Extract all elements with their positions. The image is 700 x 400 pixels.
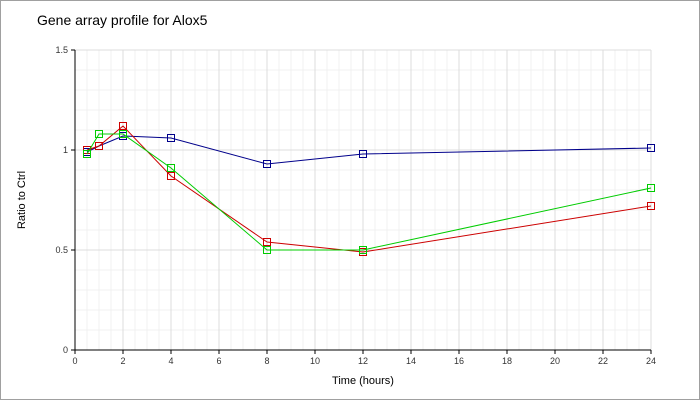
y-tick-label: 0.5 [55, 245, 68, 255]
x-tick-label: 22 [598, 356, 608, 366]
chart-title: Gene array profile for Alox5 [37, 12, 208, 28]
series-line [86, 125, 652, 253]
data-point [167, 134, 175, 142]
data-point [95, 130, 103, 138]
y-tick-label: 1.5 [55, 45, 68, 55]
x-tick-label: 6 [216, 356, 221, 366]
data-point [647, 144, 655, 152]
data-point [359, 150, 367, 158]
x-tick-label: 20 [550, 356, 560, 366]
x-tick-label: 24 [646, 356, 656, 366]
data-point [263, 246, 271, 254]
data-point [647, 184, 655, 192]
series-3 [83, 130, 655, 254]
data-point [263, 238, 271, 246]
series-layer [83, 122, 655, 256]
y-axis-title: Ratio to Ctrl [16, 171, 28, 229]
x-tick-label: 18 [502, 356, 512, 366]
x-axis-title: Time (hours) [332, 375, 394, 387]
data-point [83, 150, 91, 158]
data-point [359, 246, 367, 254]
data-point [119, 130, 127, 138]
data-point [167, 172, 175, 180]
series-line [86, 133, 652, 251]
data-point [647, 202, 655, 210]
x-tick-label: 16 [454, 356, 464, 366]
y-tick-label: 0 [63, 345, 68, 355]
x-tick-labels: 0 2 4 6 8 10 12 14 16 18 20 22 24 [72, 350, 656, 366]
x-tick-label: 10 [310, 356, 320, 366]
data-point [263, 160, 271, 168]
data-point [119, 122, 127, 130]
data-point [95, 142, 103, 150]
y-tick-labels: 0 0.5 1 1.5 [55, 45, 75, 355]
x-tick-label: 8 [264, 356, 269, 366]
x-tick-label: 2 [120, 356, 125, 366]
x-tick-label: 14 [406, 356, 416, 366]
x-tick-label: 4 [168, 356, 173, 366]
x-tick-label: 0 [72, 356, 77, 366]
data-point [167, 164, 175, 172]
x-tick-label: 12 [358, 356, 368, 366]
y-tick-label: 1 [63, 145, 68, 155]
